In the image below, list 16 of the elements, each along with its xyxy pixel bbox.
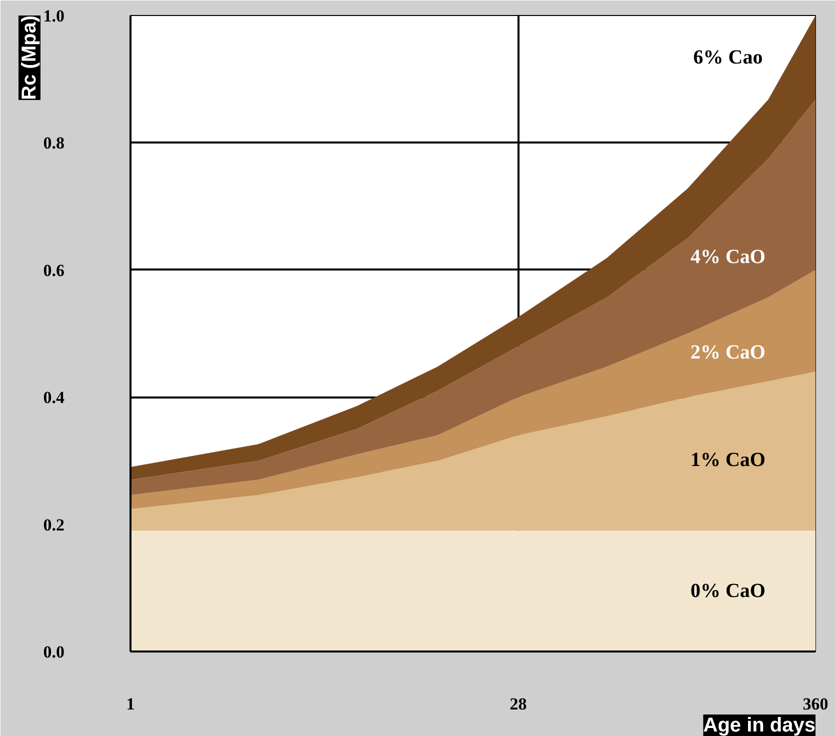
- series-label: 1% CaO: [690, 448, 766, 471]
- y-tick-label: 1.0: [43, 6, 64, 26]
- x-axis-title: Age in days: [703, 714, 816, 736]
- y-tick-label: 0.6: [43, 260, 64, 280]
- y-tick-label: 0.4: [43, 388, 65, 408]
- series-label: 4% CaO: [690, 246, 766, 268]
- y-axis-title: Rc (Mpa): [18, 15, 40, 100]
- y-tick-label: 0.2: [43, 515, 64, 534]
- x-tick-label: 28: [510, 694, 527, 714]
- series-label: 6% Cao: [693, 46, 763, 68]
- y-tick-label: 0.0: [43, 642, 64, 662]
- y-tick-label: 0.8: [43, 134, 64, 153]
- x-tick-label: 360: [802, 694, 828, 714]
- x-tick-label: 1: [126, 694, 135, 714]
- series-label: 2% CaO: [690, 341, 766, 364]
- series-label: 0% CaO: [690, 580, 766, 602]
